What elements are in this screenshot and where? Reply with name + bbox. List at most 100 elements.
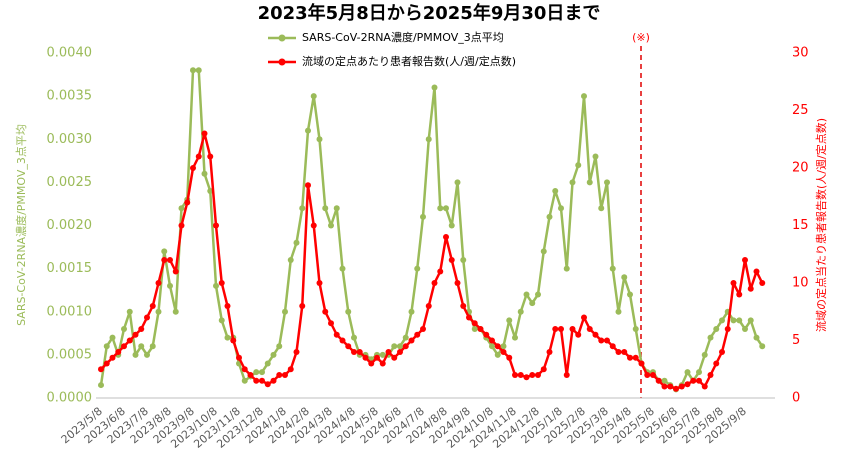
y2-tick-label: 20 (792, 161, 809, 176)
data-point (604, 337, 610, 344)
data-point (391, 343, 398, 350)
y-axis-title: SARS-CoV-2RNA濃度/PMMOV_3点平均 (14, 124, 28, 326)
data-point (132, 331, 139, 338)
data-point (379, 351, 386, 358)
data-point (609, 265, 616, 272)
data-point (736, 317, 743, 324)
data-point (701, 351, 708, 358)
data-point (707, 334, 714, 341)
data-point (724, 326, 731, 332)
data-point (241, 366, 248, 373)
data-point (144, 351, 150, 358)
data-point (126, 337, 133, 344)
data-point (293, 349, 300, 355)
data-point (684, 381, 691, 388)
data-point (149, 343, 156, 350)
data-point (230, 337, 237, 344)
data-point (420, 326, 426, 332)
data-point (172, 308, 179, 315)
data-point (529, 372, 536, 378)
data-point (310, 93, 317, 100)
data-point (673, 385, 679, 392)
data-point (333, 331, 340, 338)
data-point (506, 354, 513, 361)
data-point (730, 280, 737, 286)
data-point (195, 153, 202, 160)
data-point (696, 377, 702, 384)
y-tick-label: 0.0015 (47, 261, 93, 276)
data-point (517, 372, 524, 378)
data-point (506, 317, 513, 324)
data-point (431, 84, 438, 91)
data-point (489, 343, 495, 350)
data-point (546, 349, 553, 355)
data-point (512, 372, 518, 378)
data-point (138, 326, 145, 332)
data-point (753, 268, 760, 275)
data-point (322, 205, 329, 212)
data-point (598, 205, 605, 212)
legend-label: SARS-CoV-2RNA濃度/PMMOV_3点平均 (302, 30, 504, 44)
series-line (99, 69, 764, 391)
data-point (109, 354, 116, 361)
data-point (552, 188, 559, 194)
data-point (644, 372, 651, 378)
data-point (661, 383, 668, 390)
data-point (563, 265, 570, 272)
data-point (178, 205, 185, 212)
y-tick-label: 0.0025 (47, 175, 93, 190)
data-point (627, 291, 633, 298)
data-point (632, 354, 639, 361)
data-point (586, 326, 593, 332)
data-point (201, 170, 208, 177)
data-point (374, 354, 380, 361)
data-point (535, 291, 541, 298)
data-point (397, 349, 403, 355)
data-point (276, 372, 283, 378)
chart-title: 2023年5月8日から2025年9月30日まで (258, 2, 601, 24)
data-point (138, 343, 145, 350)
data-point (460, 303, 467, 309)
data-point (535, 372, 541, 378)
data-point (270, 377, 277, 384)
data-point (523, 374, 530, 381)
data-point (109, 334, 116, 341)
data-point (627, 354, 633, 361)
data-point (621, 274, 628, 281)
data-point (98, 382, 104, 389)
data-point (408, 337, 415, 344)
data-point (247, 372, 254, 378)
data-point (224, 334, 231, 341)
y2-tick-label: 25 (792, 103, 809, 118)
data-point (414, 265, 421, 272)
data-point (408, 308, 415, 315)
data-point (414, 331, 421, 338)
data-point (638, 360, 645, 367)
y2-axis-title: 流域の定点当たり患者報告数(人/週/定点数) (814, 118, 828, 332)
data-point (218, 317, 225, 324)
y-tick-label: 0.0035 (47, 89, 93, 104)
data-point (397, 343, 403, 350)
y2-tick-label: 10 (792, 276, 809, 291)
data-point (667, 383, 674, 390)
data-point (736, 291, 743, 298)
data-point (742, 326, 748, 332)
data-point (351, 349, 357, 355)
data-point (569, 326, 576, 332)
data-point (213, 222, 219, 229)
data-point (362, 354, 369, 361)
data-point (305, 127, 311, 134)
data-point (195, 67, 202, 74)
data-point (190, 165, 196, 171)
data-point (287, 257, 294, 263)
data-point (604, 179, 610, 186)
data-point (759, 280, 766, 286)
data-point (379, 360, 386, 367)
data-point (253, 377, 260, 384)
data-point (454, 179, 461, 186)
data-point (483, 331, 490, 338)
data-point (655, 377, 662, 384)
data-point (471, 326, 478, 332)
data-point (759, 343, 766, 350)
data-point (431, 280, 438, 286)
